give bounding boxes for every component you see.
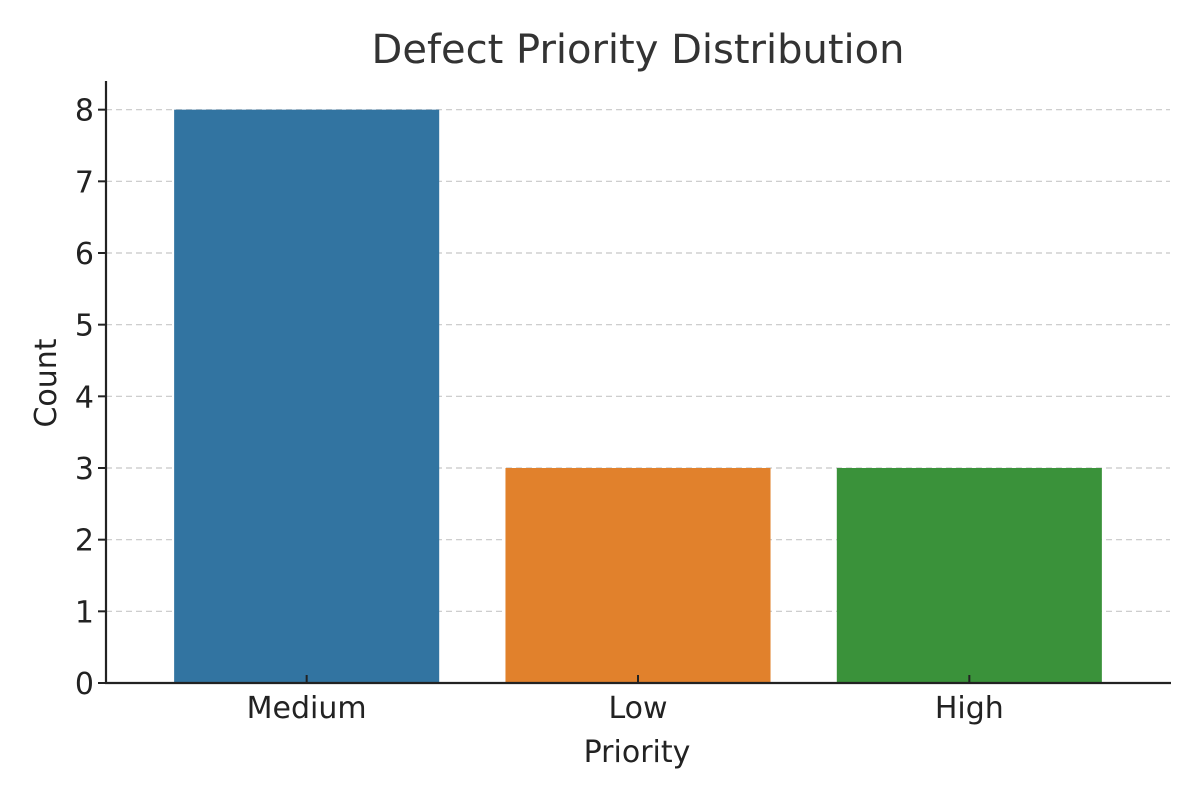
y-tick-label-6: 6 [75, 237, 94, 272]
y-tick-label-3: 3 [75, 452, 94, 487]
y-axis-label: Count [29, 338, 64, 427]
x-axis-label: Priority [584, 735, 691, 770]
y-tick-label-1: 1 [75, 595, 94, 630]
y-axis-ticks: 0 1 2 3 4 5 6 7 8 [75, 94, 106, 702]
y-tick-label-5: 5 [75, 309, 94, 344]
x-tick-label-low: Low [608, 691, 667, 726]
y-tick-label-7: 7 [75, 165, 94, 200]
bar-high [836, 468, 1102, 683]
bars [174, 109, 1102, 683]
x-axis-ticks: Medium Low High [247, 675, 1004, 726]
y-tick-label-0: 0 [75, 667, 94, 702]
bar-medium [174, 109, 440, 683]
x-tick-label-high: High [935, 691, 1004, 726]
y-tick-label-2: 2 [75, 524, 94, 559]
x-tick-label-medium: Medium [247, 691, 367, 726]
y-tick-label-8: 8 [75, 94, 94, 129]
chart-title: Defect Priority Distribution [372, 27, 905, 73]
bar-low [505, 468, 771, 683]
y-tick-label-4: 4 [75, 380, 94, 415]
